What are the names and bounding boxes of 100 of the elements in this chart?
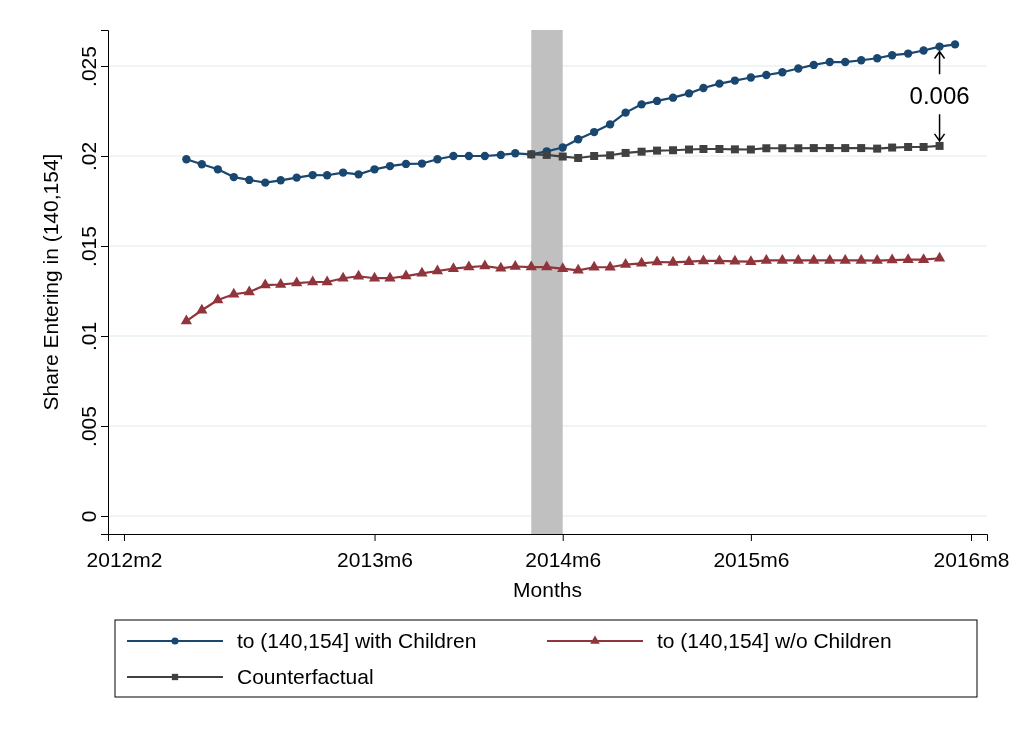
point	[794, 64, 803, 73]
point	[902, 253, 914, 263]
point	[558, 143, 567, 152]
point	[558, 152, 567, 161]
point	[699, 144, 708, 153]
point	[746, 145, 755, 154]
point	[447, 262, 460, 272]
point	[697, 254, 710, 265]
point	[572, 263, 584, 274]
point	[824, 253, 836, 264]
point	[573, 135, 583, 144]
point	[935, 141, 944, 150]
point	[653, 146, 662, 155]
point	[808, 253, 820, 264]
point	[479, 259, 491, 270]
point	[464, 151, 474, 161]
point	[635, 256, 648, 267]
point	[683, 255, 695, 265]
point	[261, 178, 270, 187]
point	[637, 100, 646, 109]
point	[950, 40, 960, 49]
point	[903, 49, 913, 58]
point	[385, 161, 395, 171]
point	[621, 108, 630, 117]
point	[433, 155, 442, 164]
point	[809, 144, 818, 153]
point	[730, 76, 740, 85]
point	[449, 151, 458, 161]
point	[354, 170, 363, 179]
point	[745, 255, 757, 265]
point	[841, 57, 850, 67]
point	[400, 269, 412, 280]
point	[352, 269, 365, 280]
point	[935, 42, 944, 51]
x-axis-title: Months	[513, 578, 582, 601]
point	[496, 150, 506, 160]
point	[259, 278, 271, 289]
point	[495, 261, 507, 272]
point	[794, 144, 803, 153]
point	[857, 56, 866, 65]
point	[574, 153, 583, 162]
x-tick-label: 2015m6	[713, 548, 790, 572]
legend-label: to (140,154] with Children	[237, 629, 477, 652]
point	[213, 165, 222, 174]
point	[713, 254, 726, 265]
point	[919, 143, 928, 151]
point	[589, 127, 599, 137]
point	[275, 278, 287, 288]
point	[841, 144, 850, 153]
point	[637, 147, 646, 156]
point	[417, 159, 427, 168]
annotation: 0.006	[909, 82, 970, 110]
point	[338, 168, 348, 177]
point	[196, 303, 208, 314]
point	[825, 144, 834, 153]
point	[416, 266, 428, 277]
point	[180, 314, 192, 325]
point	[933, 251, 946, 262]
y-tick-label: .025	[77, 46, 100, 87]
point	[809, 60, 818, 70]
point	[431, 264, 444, 275]
point	[509, 260, 521, 270]
point	[873, 144, 882, 153]
point	[855, 253, 867, 264]
x-tick-label: 2012m2	[86, 548, 163, 572]
point	[621, 148, 630, 157]
point	[245, 175, 254, 185]
legend-label: to (140,154] w/o Children	[657, 629, 892, 652]
point	[652, 96, 662, 106]
point	[480, 151, 490, 161]
point	[715, 144, 724, 153]
point	[919, 46, 928, 55]
y-tick-label: .005	[77, 406, 100, 447]
point	[904, 143, 913, 151]
point	[606, 151, 615, 160]
point	[669, 146, 678, 155]
point	[887, 51, 897, 60]
y-axis-title: Share Entering in (140,154]	[39, 153, 62, 411]
point	[276, 176, 285, 185]
point	[322, 171, 332, 180]
x-tick-label: 2016m8	[933, 548, 1010, 572]
point	[463, 260, 475, 271]
point	[825, 57, 834, 67]
y-tick-label: .01	[77, 321, 100, 352]
point	[888, 143, 897, 152]
legend-label: Counterfactual	[237, 665, 374, 688]
point	[873, 54, 882, 63]
point	[651, 255, 663, 266]
point	[212, 293, 224, 304]
point	[871, 254, 883, 264]
point	[197, 160, 207, 169]
point	[917, 253, 930, 263]
point	[525, 260, 537, 271]
point	[699, 83, 708, 93]
point	[182, 155, 191, 164]
point	[730, 145, 739, 154]
point	[368, 271, 381, 282]
y-tick-label: .015	[77, 226, 100, 267]
point	[685, 145, 694, 154]
point	[762, 70, 771, 80]
